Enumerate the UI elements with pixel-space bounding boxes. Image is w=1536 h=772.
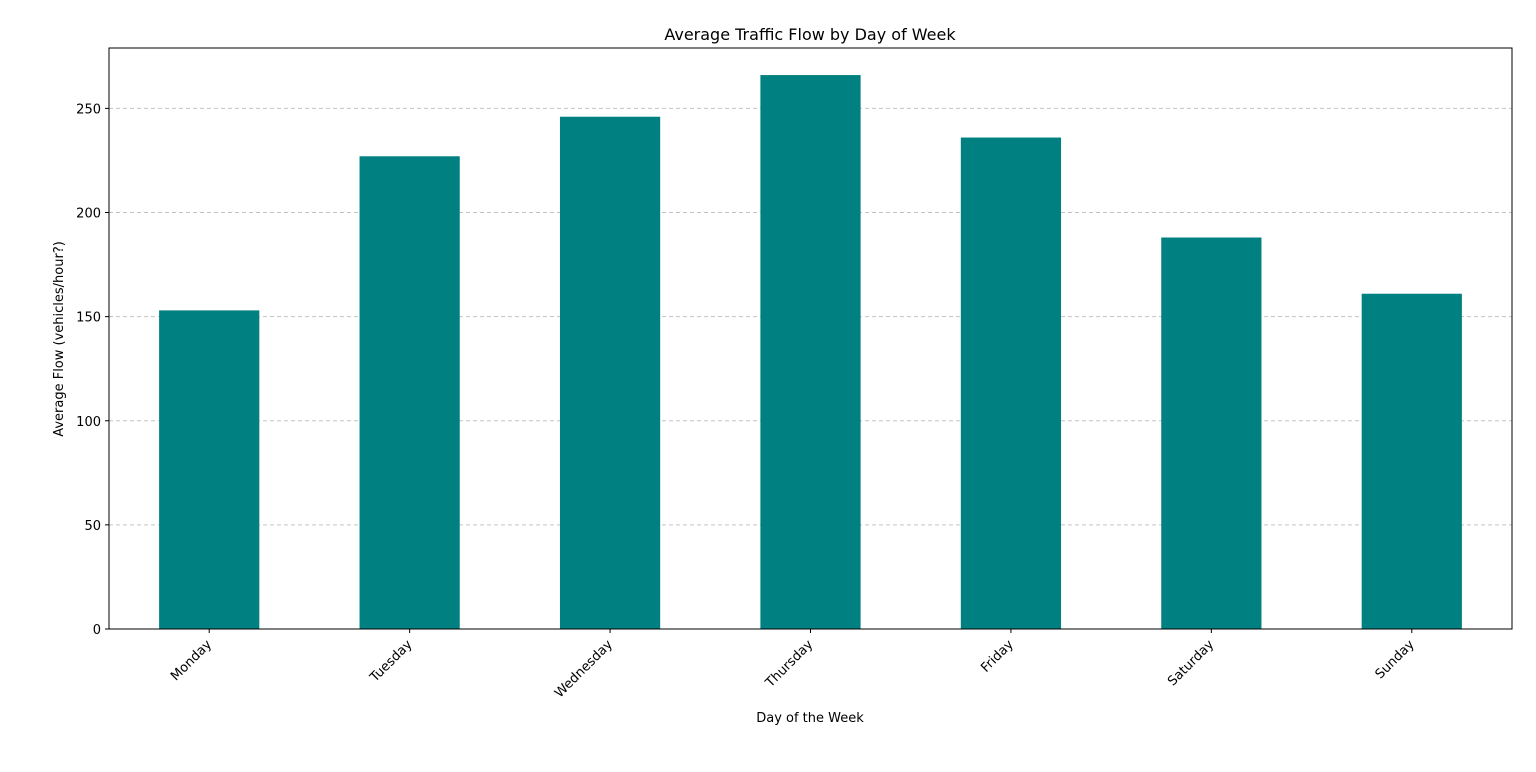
y-axis-label: Average Flow (vehicles/hour?) bbox=[52, 241, 67, 437]
y-tick-label: 200 bbox=[76, 207, 101, 222]
bar-friday bbox=[960, 137, 1062, 629]
bar-tuesday bbox=[359, 156, 460, 629]
x-tick-label: Friday bbox=[978, 637, 1017, 676]
bar-sunday bbox=[1361, 293, 1462, 629]
y-axis: 0 50 100 150 200 250 bbox=[76, 102, 109, 638]
x-axis-label: Day of the Week bbox=[756, 711, 864, 726]
y-tick-label: 150 bbox=[76, 311, 101, 326]
bar-saturday bbox=[1161, 237, 1262, 630]
x-tick-label: Monday bbox=[168, 637, 215, 684]
y-tick-label: 250 bbox=[76, 102, 101, 117]
x-tick-label: Tuesday bbox=[367, 637, 416, 686]
x-tick-label: Saturday bbox=[1165, 637, 1217, 689]
bars bbox=[159, 75, 1462, 630]
y-tick-label: 100 bbox=[76, 415, 101, 430]
y-tick-label: 0 bbox=[93, 623, 101, 638]
x-tick-label: Wednesday bbox=[552, 637, 616, 701]
bar-wednesday bbox=[559, 116, 661, 629]
x-axis: Monday Tuesday Wednesday Thursday Friday Satu… bbox=[168, 629, 1418, 701]
bar-thursday bbox=[760, 75, 861, 630]
x-tick-label: Thursday bbox=[762, 637, 816, 691]
x-tick-label: Sunday bbox=[1373, 637, 1418, 682]
chart-title: Average Traffic Flow by Day of Week bbox=[664, 25, 956, 44]
y-tick-label: 50 bbox=[84, 519, 101, 534]
bar-monday bbox=[159, 310, 260, 629]
